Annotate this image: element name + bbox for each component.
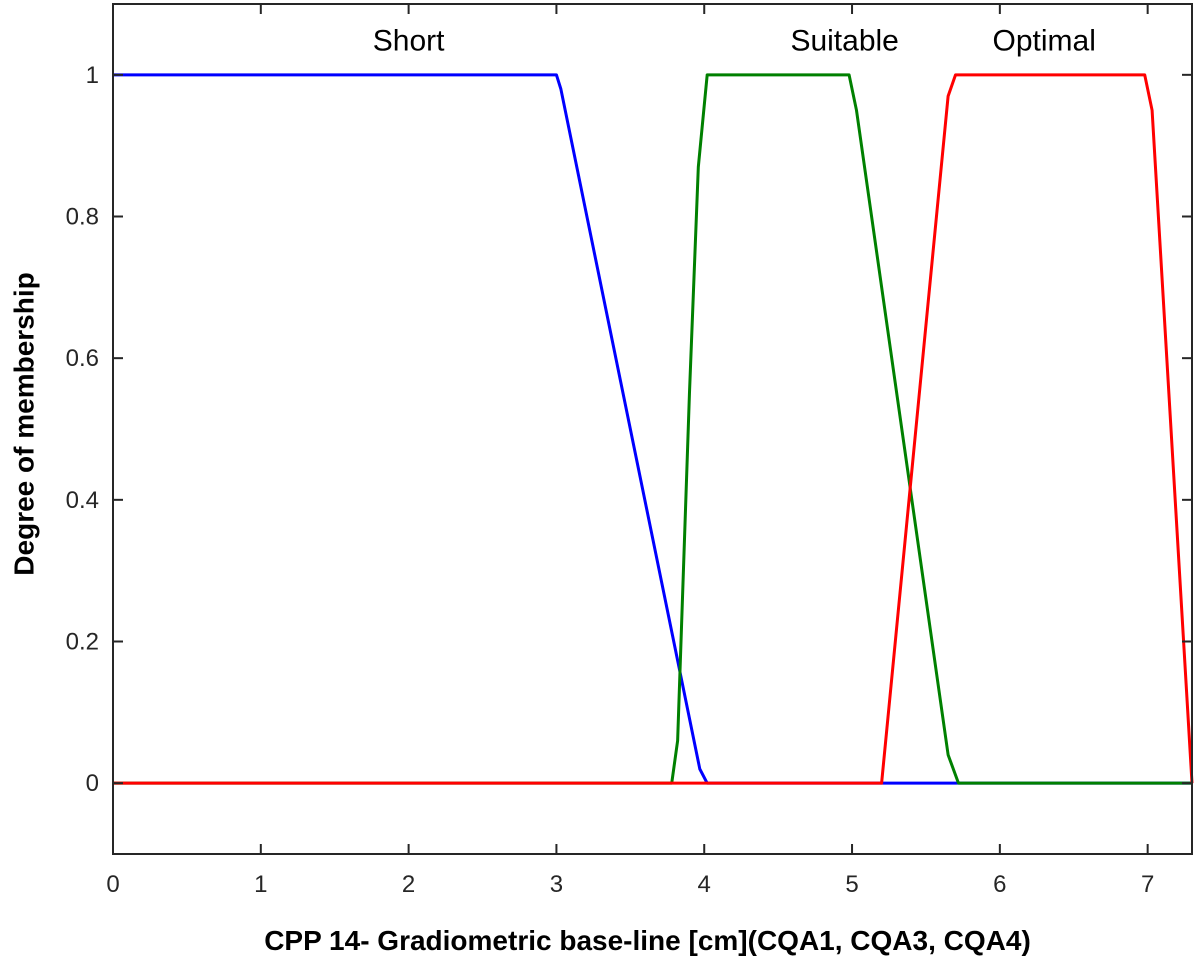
x-tick-label: 4 [698,871,711,898]
series-line-suitable [113,73,1192,785]
series-label-short: Short [373,24,445,57]
series-label-optimal: Optimal [993,24,1096,57]
x-tick-label: 2 [402,871,415,898]
x-tick-label: 6 [993,871,1006,898]
plot-background [113,4,1192,854]
y-tick-label: 0.6 [66,345,99,372]
x-tick-label: 5 [845,871,858,898]
x-tick-label: 1 [254,871,267,898]
y-tick-label: 0.8 [66,204,99,231]
x-tick-label: 7 [1141,871,1154,898]
axes-box [112,3,1193,855]
y-axis-title: Degree of membership [8,272,39,575]
series-layer [113,73,1194,785]
y-tick-label: 0.4 [66,487,99,514]
labels-layer: Short Suitable Optimal [373,24,1096,57]
x-tick-label: 3 [550,871,563,898]
series-line-optimal [113,73,1194,785]
y-tick-label: 0.2 [66,629,99,656]
y-tick-label: 1 [86,62,99,89]
series-label-suitable: Suitable [790,24,898,57]
series-line-short [113,73,1192,785]
y-tick-label: 0 [86,770,99,797]
axes-layer: 0 1 2 3 4 5 6 7 0 0.2 0.4 0.6 0.8 1 [66,3,1193,898]
plot-area [113,4,1192,854]
x-axis-title: CPP 14- Gradiometric base-line [cm](CQA1… [264,925,1031,956]
x-tick-label: 0 [106,871,119,898]
